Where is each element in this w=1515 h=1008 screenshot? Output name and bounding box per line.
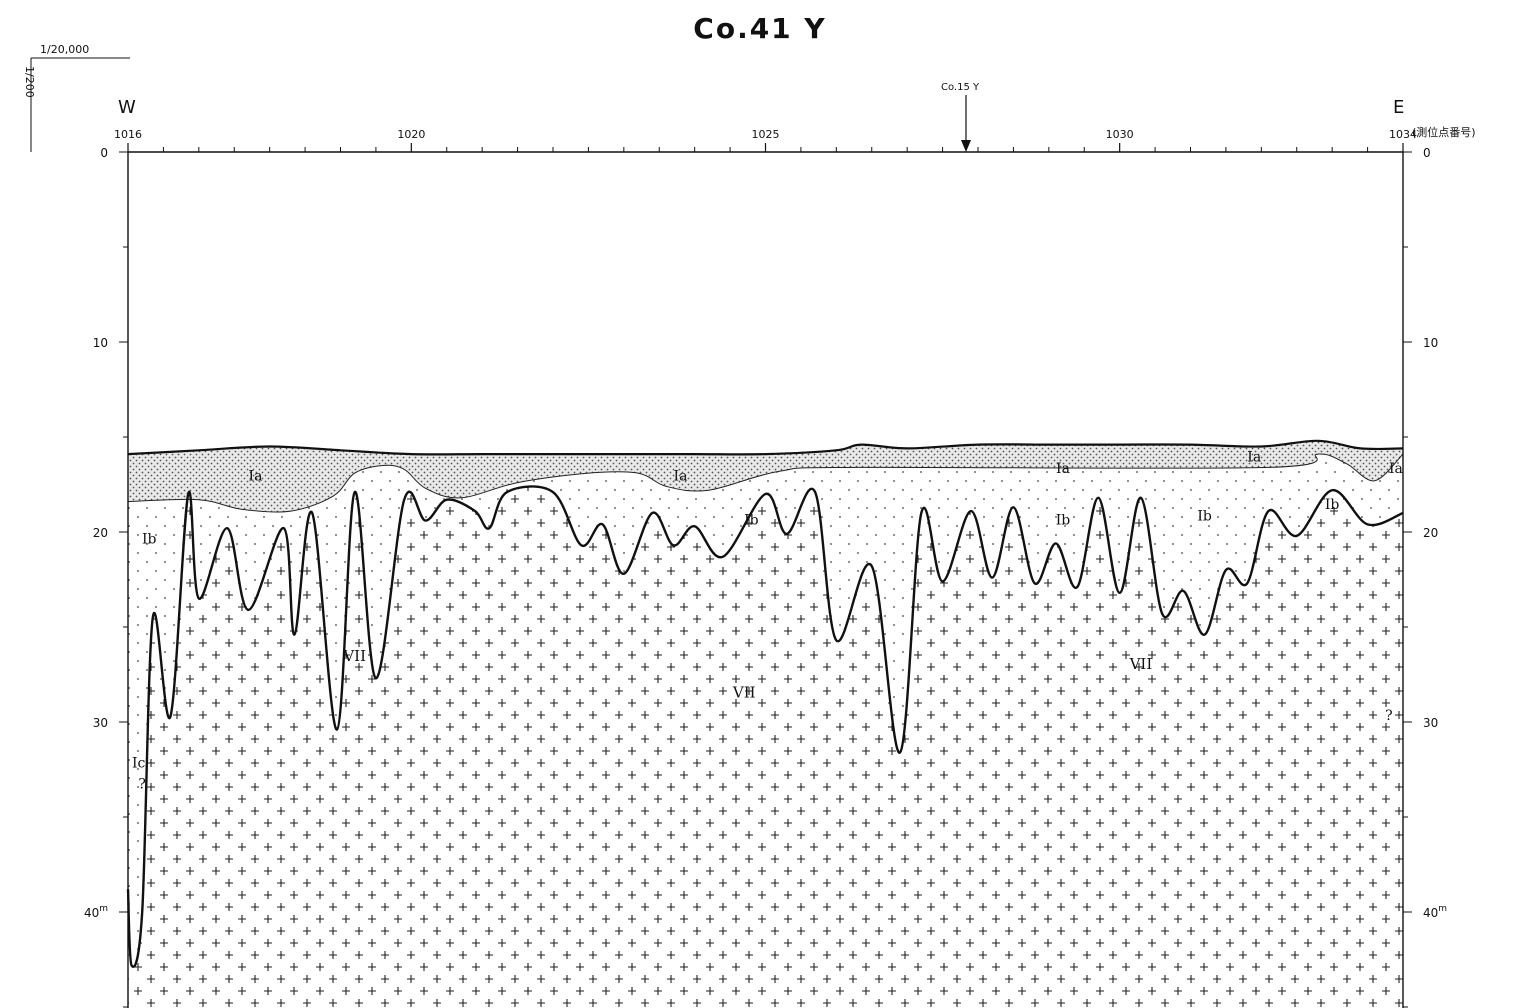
- depth-label-left-40: 40m: [84, 904, 108, 920]
- crossing-marker: Co.15 Y: [941, 82, 980, 152]
- crossing-marker-label: Co.15 Y: [941, 82, 980, 93]
- station-axis-caption: (測位点番号): [1412, 125, 1476, 139]
- station-label-1016: 1016: [114, 128, 142, 141]
- station-label-1020: 1020: [397, 128, 425, 141]
- depth-label-right-10: 10: [1423, 336, 1438, 350]
- station-ticks: 1016 1020 1025 1030 1034: [114, 128, 1417, 152]
- layer-label-ib-5: Ib: [142, 531, 157, 547]
- layer-label-query-12: ?: [1385, 708, 1393, 724]
- layer-labels: Ia Ia Ia Ia Ia Ib Ib Ib Ib Ib Ic?? VII VII VII: [132, 450, 1403, 793]
- layer-label-ia-0: Ia: [249, 469, 263, 485]
- depth-label-right-40: 40m: [1423, 904, 1447, 920]
- layer-label-ib-6: Ib: [744, 512, 759, 528]
- layer-label-ic-10: Ic: [132, 756, 146, 772]
- seafloor-line: [127, 439, 1404, 456]
- east-label: E: [1393, 97, 1404, 118]
- layer-label-query-11: ?: [138, 777, 146, 793]
- layer-ia-fill: [128, 440, 1403, 513]
- station-label-1030: 1030: [1106, 128, 1134, 141]
- vertical-scale-label: 1/200: [23, 66, 36, 98]
- bedrock-vii-fill: [128, 486, 1403, 1008]
- layer-label-vii-13: VII: [342, 647, 366, 665]
- layer-label-ib-8: Ib: [1197, 509, 1212, 525]
- station-label-1025: 1025: [752, 128, 780, 141]
- depth-label-left-0: 0: [100, 146, 108, 160]
- layer-label-ib-9: Ib: [1325, 497, 1340, 513]
- horizontal-scale-label: 1/20,000: [40, 43, 89, 56]
- west-label: W: [118, 97, 136, 118]
- layer-label-ia-4: Ia: [1389, 461, 1403, 477]
- layer-label-vii-15: VII: [1129, 655, 1153, 673]
- section-title: Co.41 Y: [693, 12, 827, 45]
- depth-label-right-20: 20: [1423, 526, 1438, 540]
- depth-label-left-10: 10: [93, 336, 108, 350]
- layer-label-ib-7: Ib: [1056, 512, 1071, 528]
- layer-ia-base-line: [127, 453, 1404, 513]
- layer-label-ia-2: Ia: [1056, 461, 1070, 477]
- bedrock-surface-line: [126, 485, 1404, 968]
- depth-label-right-0: 0: [1423, 146, 1431, 160]
- layer-label-ia-1: Ia: [674, 469, 688, 485]
- depth-label-left-20: 20: [93, 526, 108, 540]
- depth-label-right-30: 30: [1423, 716, 1438, 730]
- layer-label-ia-3: Ia: [1247, 450, 1261, 466]
- geology-layers: [126, 439, 1404, 1008]
- depth-label-left-30: 30: [93, 716, 108, 730]
- down-arrow-icon: [961, 140, 971, 152]
- station-label-1034: 1034: [1389, 128, 1417, 141]
- scale-indicator: 1/20,000 1/200: [23, 43, 130, 152]
- layer-label-vii-14: VII: [732, 683, 756, 701]
